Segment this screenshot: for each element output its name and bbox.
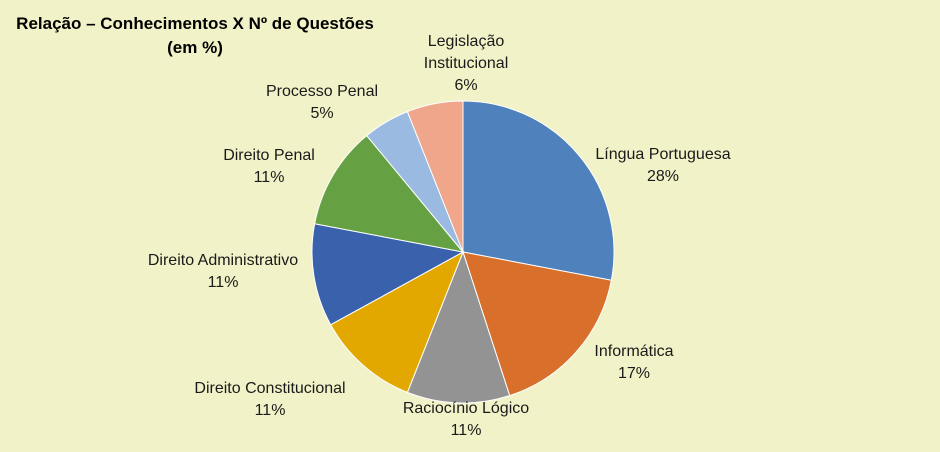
slice-category-label: Direito Penal	[223, 147, 315, 164]
slice-category-label: Direito Constitucional	[194, 380, 345, 397]
slice-category-label: Institucional	[424, 55, 509, 72]
slice-value-label: 11%	[208, 274, 239, 291]
pie-slice-6	[314, 134, 465, 253]
slice-label-group-8: Legislação Institucional 6%	[424, 33, 509, 94]
pie-slice-1	[462, 100, 615, 281]
chart-title-line-2: (em %)	[167, 38, 223, 57]
slice-label-group-4: Direito Constitucional 11%	[194, 380, 345, 419]
slice-value-label: 11%	[254, 169, 285, 186]
pie-slice-2	[462, 251, 612, 397]
slice-value-label: 11%	[451, 422, 482, 439]
slice-category-label: Informática	[594, 343, 673, 360]
slice-category-label: Processo Penal	[266, 83, 378, 100]
chart-title: Relação – Conhecimentos X Nº de Questões…	[10, 12, 380, 60]
slice-label-group-7: Processo Penal 5%	[266, 83, 378, 122]
slice-value-label: 11%	[255, 402, 286, 419]
slice-label-group-5: Direito Administrativo 11%	[148, 252, 298, 291]
slice-value-label: 6%	[454, 77, 477, 94]
slice-category-label: Raciocínio Lógico	[403, 400, 529, 417]
slice-value-label: 28%	[647, 168, 679, 185]
pie-slice-5	[311, 223, 465, 326]
slice-label-group-3: Raciocínio Lógico 11%	[403, 400, 529, 439]
pie-slice-4	[330, 250, 464, 394]
pie-slice-8	[406, 100, 464, 253]
pie-slice-3	[406, 250, 511, 404]
slice-label-group-6: Direito Penal 11%	[223, 147, 315, 186]
slice-category-label: Legislação	[428, 33, 505, 50]
slice-category-label: Língua Portuguesa	[595, 146, 730, 163]
slice-label-group-2: Informática 17%	[594, 343, 673, 382]
slice-value-label: 17%	[618, 365, 650, 382]
chart-title-line-1: Relação – Conhecimentos X Nº de Questões	[16, 14, 374, 33]
slice-category-label: Direito Administrativo	[148, 252, 298, 269]
slice-label-group-1: Língua Portuguesa 28%	[595, 146, 730, 185]
slice-value-label: 5%	[310, 105, 333, 122]
